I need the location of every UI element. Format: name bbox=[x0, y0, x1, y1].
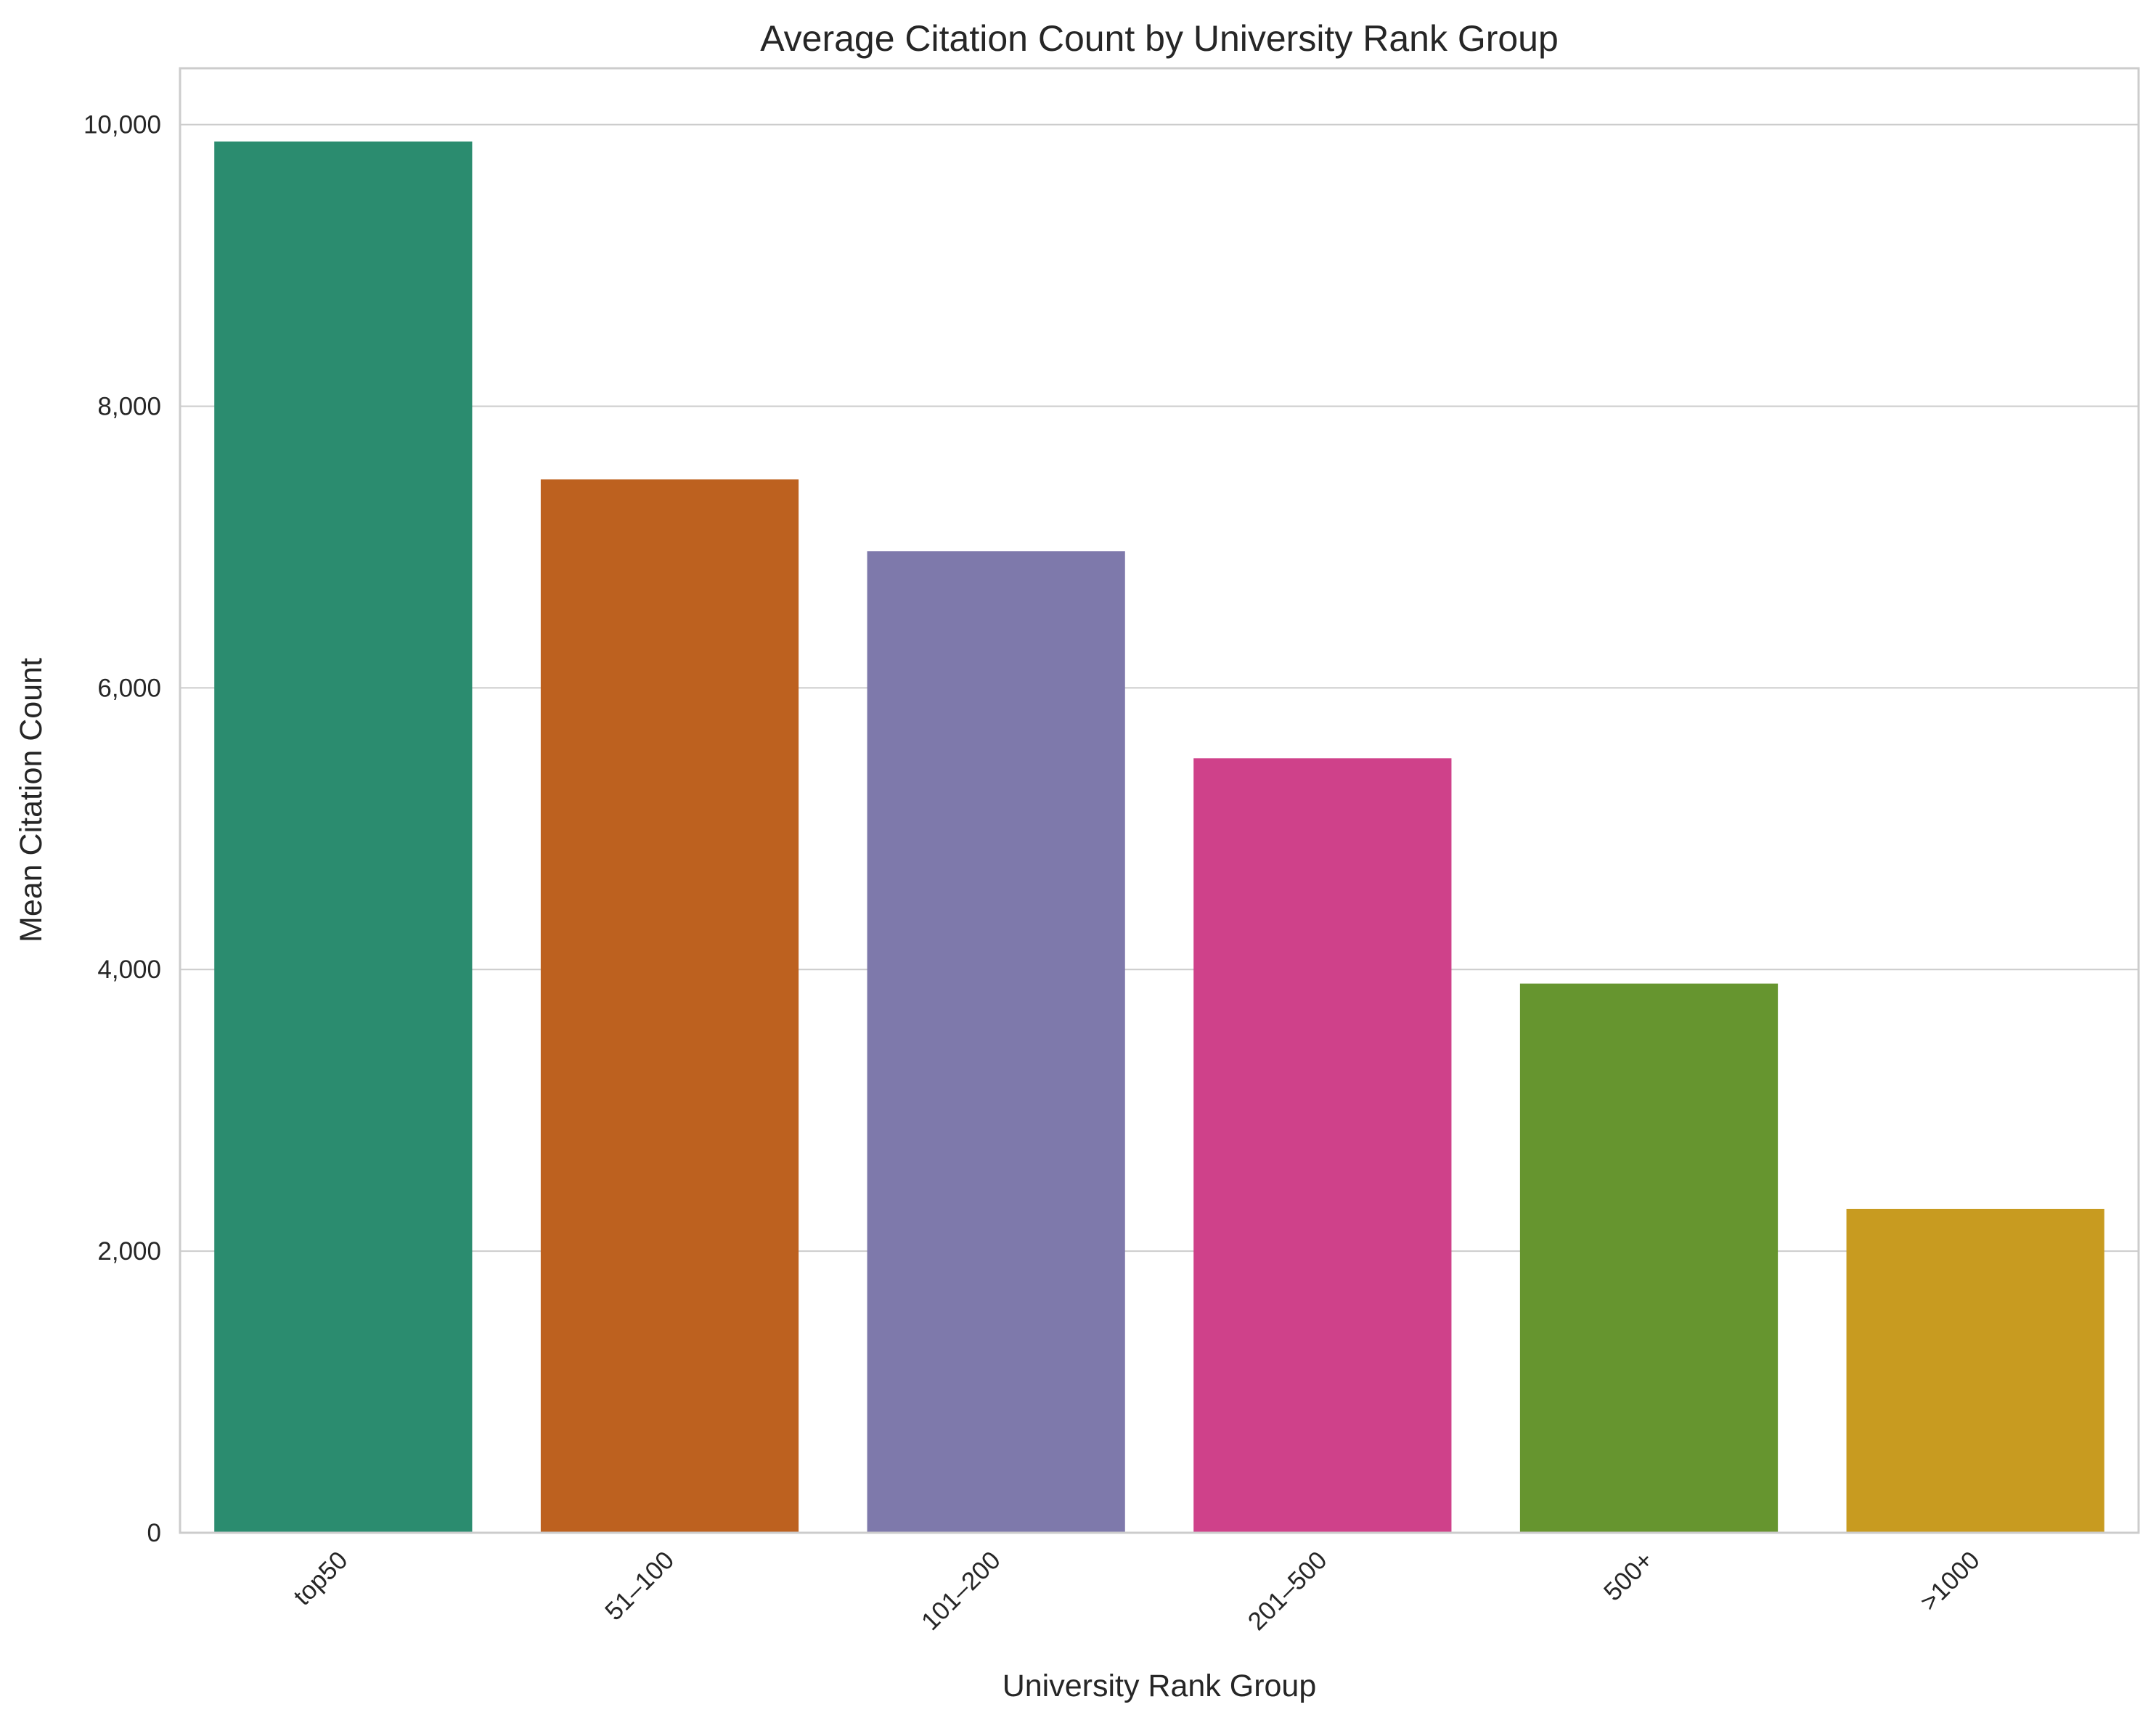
x-axis-label: University Rank Group bbox=[1003, 1669, 1317, 1703]
y-axis-ticks: 0 2,000 4,000 6,000 8,000 10,000 bbox=[83, 111, 161, 1547]
y-tick-label: 6,000 bbox=[97, 674, 161, 702]
y-tick-label: 4,000 bbox=[97, 956, 161, 984]
bar-1 bbox=[540, 479, 799, 1533]
x-axis-ticks: top50 51–100 101–200 201–500 500+ >1000 bbox=[288, 1546, 1985, 1636]
y-tick-label: 8,000 bbox=[97, 392, 161, 420]
x-tick-label: 101–200 bbox=[916, 1546, 1006, 1636]
bar-4 bbox=[1519, 983, 1779, 1533]
x-tick-label: 201–500 bbox=[1243, 1546, 1333, 1636]
bar-0 bbox=[214, 141, 473, 1533]
bar-3 bbox=[1193, 758, 1452, 1533]
gridlines bbox=[180, 123, 2139, 1252]
x-tick-label: 500+ bbox=[1598, 1546, 1659, 1606]
x-tick-label: 51–100 bbox=[600, 1546, 679, 1626]
y-tick-label: 10,000 bbox=[83, 111, 161, 139]
y-axis-label: Mean Citation Count bbox=[14, 658, 49, 942]
bar-2 bbox=[867, 551, 1125, 1533]
chart-title: Average Citation Count by University Ran… bbox=[760, 18, 1559, 59]
plot-area-frame bbox=[179, 67, 2140, 1534]
y-tick-label: 0 bbox=[147, 1519, 161, 1547]
x-tick-label: >1000 bbox=[1915, 1546, 1985, 1616]
bar-5 bbox=[1846, 1208, 2104, 1533]
bars bbox=[214, 141, 2104, 1533]
x-tick-label: top50 bbox=[288, 1546, 354, 1611]
y-tick-label: 2,000 bbox=[97, 1237, 161, 1266]
